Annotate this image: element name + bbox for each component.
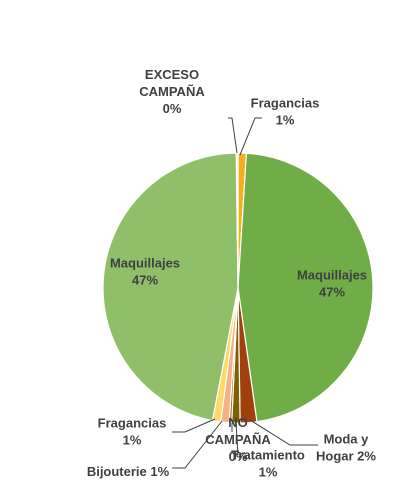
slice-label-line: 47% <box>132 273 158 288</box>
leader-line <box>172 418 216 433</box>
slice-label-line: 1% <box>259 465 278 480</box>
slice-label-line: Hogar 2% <box>316 449 376 464</box>
slice-label-line: 0% <box>229 449 248 464</box>
slice-label: EXCESO CAMPAÑA 0% <box>139 67 205 116</box>
slice-label-line: NO <box>228 415 248 430</box>
slice-label-line: CAMPAÑA <box>205 432 271 447</box>
leader-line <box>172 420 223 469</box>
leader-line <box>249 419 318 446</box>
slice-label: Moda y Hogar 2% <box>316 432 376 464</box>
slice-label-line: Fragancias <box>251 96 320 111</box>
slice-label: Maquillajes 47% <box>110 256 180 288</box>
pie-slice <box>102 152 239 422</box>
slice-label-line: CAMPAÑA <box>139 84 205 99</box>
slice-label-line: EXCESO <box>145 67 199 82</box>
slice-label-line: 47% <box>319 285 345 300</box>
leader-line <box>235 422 239 456</box>
slice-label-line: Fragancias <box>98 416 167 431</box>
pie-slice <box>237 152 374 423</box>
slice-label-line: 0% <box>163 101 182 116</box>
slice-label: Tratamiento 1% <box>231 448 305 480</box>
slice-label-line: Tratamiento <box>231 448 305 463</box>
slice-label-line: Bijouterie 1% <box>87 464 170 479</box>
slice-label-line: Maquillajes <box>110 256 180 271</box>
slice-label: Maquillajes 47% <box>297 268 367 300</box>
slice-label: Bijouterie 1% <box>87 464 170 479</box>
leader-line <box>228 117 238 154</box>
pie-slice <box>235 152 239 289</box>
slice-label: Fragancias 1% <box>98 416 167 448</box>
slice-label-line: Moda y <box>324 432 370 447</box>
slice-label-line: 1% <box>123 433 142 448</box>
slice-label-line: Maquillajes <box>297 268 367 283</box>
slice-label: Fragancias 1% <box>251 96 320 128</box>
slice-label-line: 1% <box>276 113 295 128</box>
leader-line <box>239 117 262 156</box>
slice-label: NO CAMPAÑA 0% <box>205 415 271 464</box>
